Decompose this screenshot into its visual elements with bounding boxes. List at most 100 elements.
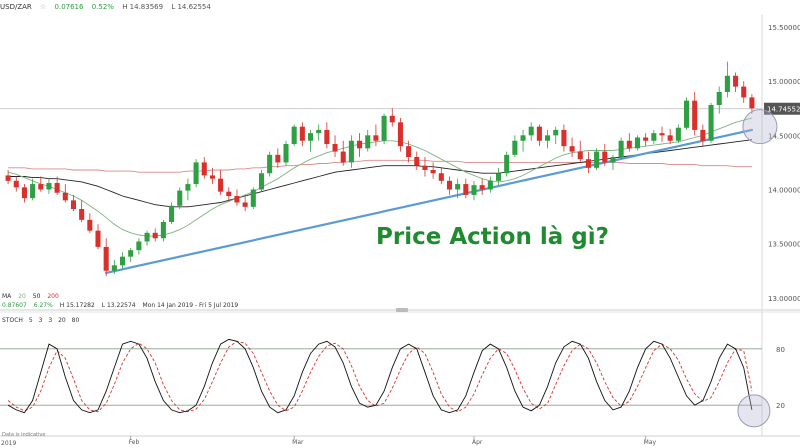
candle-body (283, 144, 289, 163)
candle (610, 154, 616, 170)
stoch-level-label: 20 (776, 402, 785, 410)
candle-body (700, 129, 706, 141)
candle (5, 170, 11, 185)
candle-body (438, 173, 444, 181)
ma-low: L 13.22574 (101, 302, 136, 309)
candle (414, 151, 420, 170)
candle (389, 108, 395, 127)
candle-body (463, 184, 469, 195)
stoch-param: 3 (38, 317, 43, 324)
candle-body (218, 178, 224, 192)
candle-body (675, 127, 681, 141)
date-range: Mon 14 Jan 2019 - Fri 5 Jul 2019 (142, 302, 239, 309)
candle (602, 144, 608, 166)
candle-body (242, 202, 248, 207)
candle (95, 224, 101, 250)
candle-body (177, 190, 183, 206)
ma-value-pct: 6.27% (33, 302, 53, 309)
candle-body (79, 209, 85, 220)
candle-body (38, 184, 44, 190)
candle-body (193, 162, 199, 185)
candle (594, 148, 600, 170)
candle-body (103, 246, 109, 271)
candle (299, 122, 305, 147)
candle-body (389, 115, 395, 123)
candle-body (716, 92, 722, 105)
candle-body (512, 140, 518, 155)
candle (316, 124, 322, 141)
candle-body (553, 129, 559, 136)
candle-body (70, 200, 77, 209)
candle-body (119, 256, 126, 266)
candle (291, 124, 297, 147)
candle-body (128, 250, 134, 257)
price-tick-label: 15.00000 (768, 78, 800, 86)
ma200-line (8, 159, 752, 173)
candle (324, 122, 330, 149)
stoch-k-line (7, 338, 753, 414)
candle-body (422, 165, 428, 170)
stoch-param: 3 (48, 317, 53, 324)
candle-body (594, 151, 600, 168)
candle (348, 135, 354, 168)
candle-body (455, 184, 461, 190)
candle-body (618, 140, 624, 157)
candle-body (634, 137, 641, 149)
candle (692, 92, 698, 136)
candle (70, 194, 77, 212)
month-label: Mar (292, 439, 304, 446)
candle (87, 213, 93, 233)
stoch-level-label: 80 (776, 346, 785, 354)
price-tick-label: 13.50000 (768, 241, 800, 249)
candle (741, 81, 747, 103)
ma-indicator-info: MA 20 50 200 0.87607 6.27% H 15.17282 L … (2, 292, 243, 310)
candle (128, 248, 134, 263)
panel-resize-handle (396, 308, 408, 312)
candle (54, 176, 60, 195)
star-icon[interactable]: ☆ (40, 3, 47, 11)
candle-body (275, 154, 281, 163)
candle (716, 86, 722, 114)
candle-body (585, 159, 591, 168)
chart-title: Price Action là gì? (376, 224, 609, 250)
candle-body (733, 75, 739, 87)
candle-body (430, 170, 436, 174)
candle (250, 187, 256, 209)
candle (659, 126, 665, 142)
price-tick-label: 15.50000 (768, 24, 800, 32)
candle-body (5, 175, 11, 181)
ma20-line (7, 117, 753, 237)
ma-label: MA (2, 293, 12, 300)
candle (267, 151, 273, 177)
stoch-param: 80 (71, 317, 80, 324)
candle (504, 151, 510, 177)
currency-pair: USD/ZAR (0, 3, 32, 11)
candle-body (569, 146, 575, 152)
candle (340, 140, 346, 166)
candle (103, 238, 109, 277)
candle-body (152, 232, 158, 239)
candle (455, 178, 461, 199)
candle (446, 176, 453, 195)
month-label: May (644, 439, 657, 446)
candle (119, 252, 126, 269)
month-label: Feb (129, 439, 140, 446)
candle-body (446, 180, 453, 190)
candle-body (683, 100, 690, 128)
candle (643, 133, 649, 147)
candle-body (87, 219, 93, 231)
candle (218, 170, 224, 195)
candle (651, 129, 657, 144)
candle (21, 184, 27, 203)
low-value: L 14.62554 (171, 3, 211, 11)
candle-body (307, 133, 314, 141)
candle (520, 129, 526, 152)
candle-body (397, 122, 403, 147)
candle-body (291, 126, 297, 144)
candle (675, 124, 681, 143)
price-tick-label: 14.00000 (768, 187, 800, 195)
candle (749, 94, 755, 114)
stoch-d-line (7, 340, 753, 413)
candle-body (724, 75, 730, 92)
